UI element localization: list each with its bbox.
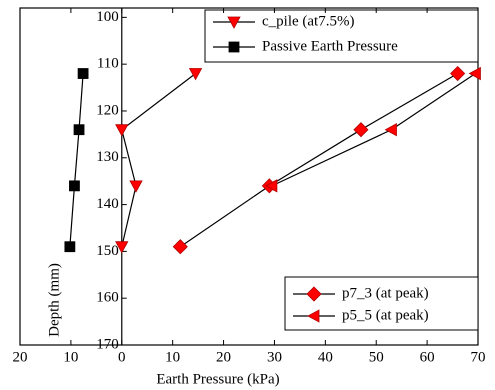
x-tick-label: 40 <box>318 349 333 365</box>
data-point <box>450 65 466 82</box>
legend-box <box>204 9 479 63</box>
data-point <box>188 68 203 81</box>
x-tick-label: 20 <box>13 349 28 365</box>
y-tick-label: 100 <box>96 9 119 25</box>
legend-marker <box>307 309 320 323</box>
legend-marker <box>306 286 322 302</box>
legend-label: p5_5 (at peak) <box>342 307 429 323</box>
x-tick-label: 10 <box>63 349 78 365</box>
series-line <box>121 73 196 247</box>
data-point <box>73 124 85 136</box>
data-point <box>265 179 278 193</box>
y-axis-label: Depth (mm) <box>46 263 62 337</box>
legend-label: p7_3 (at peak) <box>342 285 429 301</box>
x-tick-label: 30 <box>267 349 282 365</box>
y-tick-label: 120 <box>96 102 119 118</box>
y-tick-label: 140 <box>96 196 119 212</box>
data-point <box>129 180 143 193</box>
series-line <box>271 73 476 187</box>
x-axis-label: Earth Pressure (kPa) <box>156 371 279 387</box>
legend-marker <box>228 41 240 53</box>
legend-marker <box>227 16 241 29</box>
data-point <box>77 68 89 79</box>
x-tick-label: 10 <box>165 349 180 365</box>
y-tick-label: 160 <box>96 290 119 306</box>
plot-frame <box>19 7 479 346</box>
data-point <box>69 180 80 192</box>
series-line <box>69 73 84 247</box>
data-point <box>64 241 76 253</box>
legend-label: c_pile (at7.5%) <box>262 13 354 29</box>
x-tick-label: 60 <box>420 349 435 365</box>
x-tick-label: 0 <box>118 349 126 365</box>
y-tick-label: 110 <box>97 56 119 72</box>
series-line <box>179 73 458 248</box>
data-point <box>384 123 397 137</box>
y-tick-label: 170 <box>96 336 119 352</box>
x-tick-label: 50 <box>369 349 384 365</box>
x-tick-label: 20 <box>216 349 231 365</box>
y-tick-label: 130 <box>96 149 119 165</box>
data-point <box>172 239 188 255</box>
data-point <box>353 122 369 138</box>
data-point <box>115 241 129 254</box>
y-tick-label: 150 <box>96 243 119 259</box>
data-point <box>468 66 481 81</box>
legend-label: Passive Earth Pressure <box>262 38 398 54</box>
x-tick-label: 70 <box>471 349 486 365</box>
data-point <box>115 124 129 137</box>
